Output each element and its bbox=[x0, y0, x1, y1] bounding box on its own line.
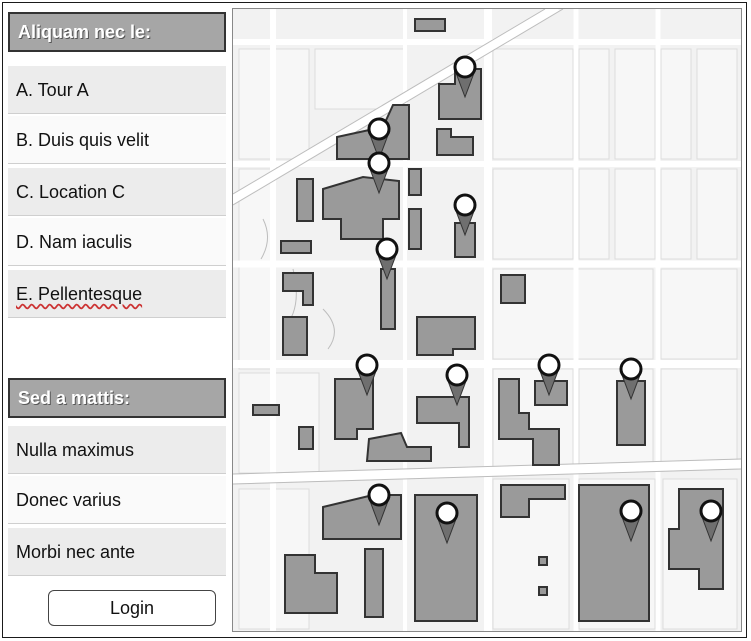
login-button[interactable]: Login bbox=[48, 590, 216, 626]
building bbox=[282, 316, 308, 356]
option-item-nulla[interactable]: Nulla maximus bbox=[8, 426, 226, 474]
building bbox=[284, 554, 338, 614]
map-canvas bbox=[233, 9, 741, 631]
location-item-b[interactable]: B. Duis quis velit bbox=[8, 116, 226, 164]
building bbox=[282, 272, 314, 306]
building bbox=[380, 268, 396, 330]
building bbox=[408, 208, 422, 250]
building bbox=[298, 426, 314, 450]
campus-map[interactable] bbox=[232, 8, 742, 632]
building bbox=[365, 431, 432, 462]
building bbox=[498, 378, 560, 466]
building bbox=[296, 178, 314, 222]
option-item-donec[interactable]: Donec varius bbox=[8, 476, 226, 524]
city-blocks bbox=[238, 48, 738, 630]
building bbox=[500, 484, 566, 518]
building bbox=[364, 548, 384, 618]
options-header: Sed a mattis: bbox=[8, 378, 226, 418]
option-item-morbi[interactable]: Morbi nec ante bbox=[8, 528, 226, 576]
building bbox=[538, 556, 548, 566]
locations-header: Aliquam nec le: bbox=[8, 12, 226, 52]
building bbox=[436, 128, 474, 156]
building bbox=[500, 274, 526, 304]
building bbox=[408, 168, 422, 196]
building bbox=[416, 316, 476, 356]
location-item-a[interactable]: A. Tour A bbox=[8, 66, 226, 114]
location-item-e-label: E. Pellentesque bbox=[16, 284, 143, 304]
location-item-e[interactable]: E. Pellentesque bbox=[8, 270, 226, 318]
building bbox=[252, 404, 280, 416]
building bbox=[280, 240, 312, 254]
building bbox=[414, 18, 446, 32]
location-item-d[interactable]: D. Nam iaculis bbox=[8, 218, 226, 266]
building bbox=[416, 396, 470, 448]
building bbox=[538, 586, 548, 596]
location-item-c[interactable]: C. Location C bbox=[8, 168, 226, 216]
